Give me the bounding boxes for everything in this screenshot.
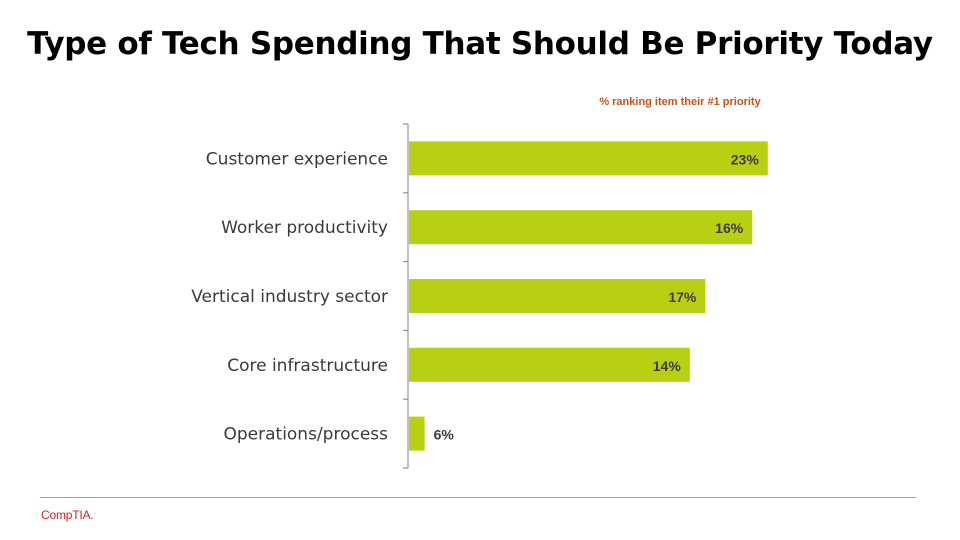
value-label: 14% <box>653 358 682 374</box>
bar-customer-experience <box>409 141 768 176</box>
category-label: Vertical industry sector <box>191 287 388 307</box>
bar-worker-productivity <box>409 210 753 245</box>
category-label: Core infrastructure <box>227 356 388 376</box>
slide-title: Type of Tech Spending That Should Be Pri… <box>27 26 933 62</box>
category-label: Worker productivity <box>221 218 388 238</box>
bar-vertical-industry-sector <box>409 279 706 313</box>
bar-core-infrastructure <box>409 347 690 382</box>
footer-divider <box>40 497 916 498</box>
bar-operations-process <box>409 416 425 451</box>
chart-subtitle: % ranking item their #1 priority <box>599 96 761 108</box>
value-label: 17% <box>668 289 697 305</box>
value-label: 16% <box>715 220 744 236</box>
category-label: Customer experience <box>206 149 388 169</box>
comptia-logo: CompTIA. <box>41 508 94 522</box>
category-label: Operations/process <box>223 425 388 445</box>
value-label: 6% <box>434 427 455 443</box>
value-label: 23% <box>731 151 760 167</box>
